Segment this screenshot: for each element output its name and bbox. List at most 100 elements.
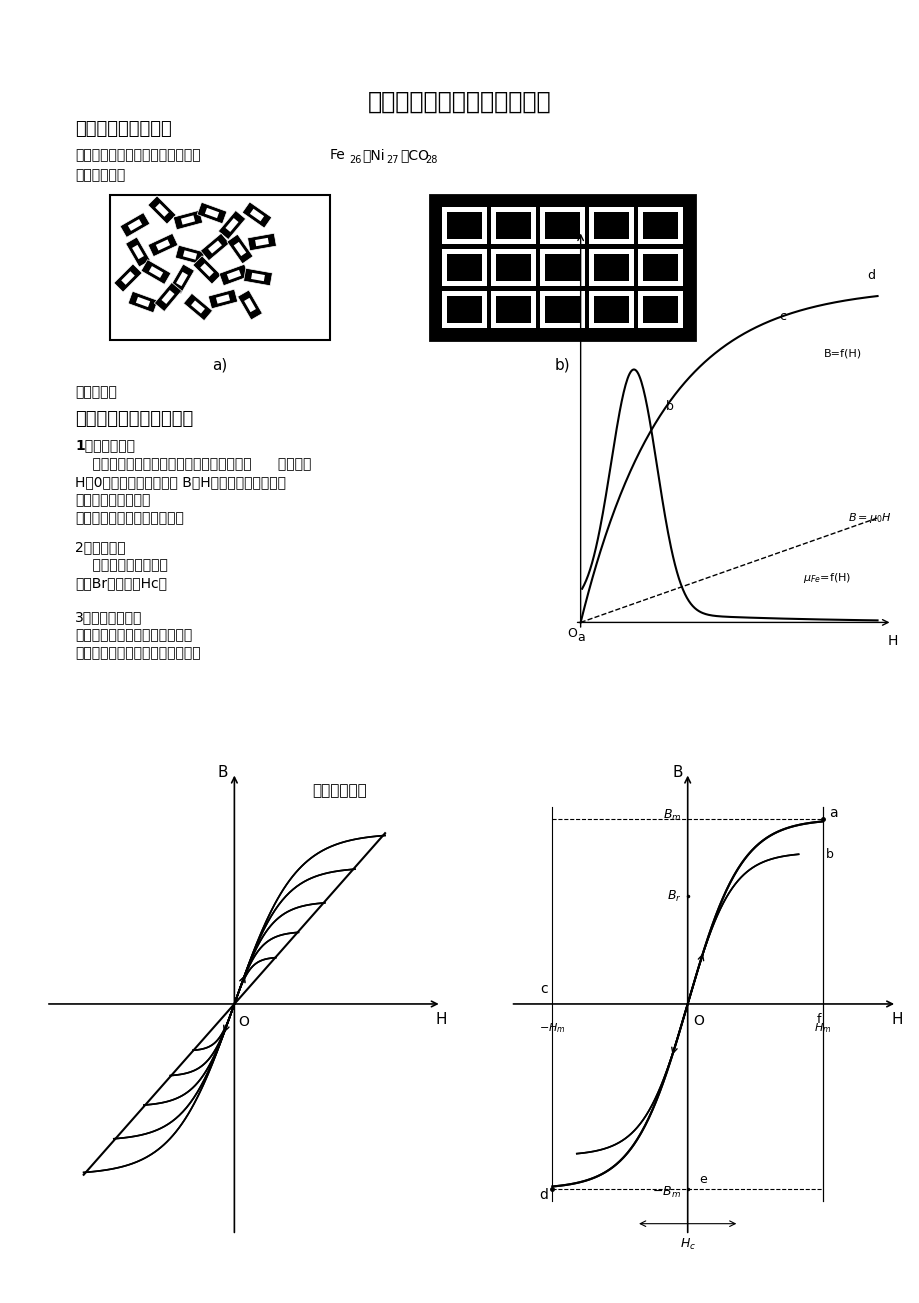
Bar [447,254,482,281]
Polygon shape [247,233,276,250]
Text: 26: 26 [348,155,361,165]
Text: O: O [566,627,576,640]
Polygon shape [136,297,150,308]
Text: 28: 28 [425,155,437,165]
Bar [588,207,633,244]
Polygon shape [191,301,205,314]
Polygon shape [148,233,177,257]
Text: $-H_m$: $-H_m$ [539,1022,565,1035]
Polygon shape [176,245,205,265]
Polygon shape [114,265,142,292]
Text: 27: 27 [386,155,398,165]
Polygon shape [183,250,197,259]
Bar [491,207,536,244]
Bar [447,296,482,323]
Text: a: a [829,807,837,820]
Polygon shape [216,294,230,304]
Bar [491,249,536,285]
Bar [642,212,677,238]
Text: $\mu_{Fe}$=f(H): $\mu_{Fe}$=f(H) [802,571,851,585]
Polygon shape [197,202,227,224]
Bar [544,254,579,281]
Polygon shape [233,242,246,257]
Polygon shape [169,265,194,294]
Text: b): b) [553,358,569,373]
Polygon shape [227,270,241,280]
Bar [429,195,694,340]
Polygon shape [181,215,195,224]
Text: $-B_m$: $-B_m$ [652,1186,680,1200]
Bar [441,207,486,244]
Text: 铁磁物质：铁、镍、钴及其合金，: 铁磁物质：铁、镍、钴及其合金， [75,149,200,162]
Text: 称为起始磁化曲线。: 称为起始磁化曲线。 [75,493,150,507]
Polygon shape [251,272,265,281]
Text: 3．基本磁化曲线: 3．基本磁化曲线 [75,610,142,624]
Text: a: a [576,631,584,644]
Text: $B_m$: $B_m$ [662,808,680,822]
Bar [588,249,633,285]
Text: ，CO: ，CO [400,149,428,162]
Text: H: H [886,635,897,648]
Polygon shape [148,195,176,224]
Text: $B_r$: $B_r$ [666,889,680,903]
Polygon shape [218,211,245,240]
Polygon shape [155,240,170,250]
Text: $H_m$: $H_m$ [813,1022,831,1035]
Text: b: b [825,848,834,861]
Bar [539,291,584,328]
Polygon shape [161,291,175,304]
Text: ，Ni: ，Ni [361,149,384,162]
Text: Fe: Fe [330,149,346,162]
Text: B: B [218,765,228,780]
Text: e: e [698,1173,706,1186]
Polygon shape [176,272,187,287]
Text: d: d [539,1188,547,1201]
Polygon shape [244,268,272,285]
Polygon shape [242,202,271,228]
Text: f: f [816,1012,821,1025]
Polygon shape [205,208,219,218]
Polygon shape [141,259,171,284]
Polygon shape [128,219,142,231]
Text: H: H [891,1012,902,1027]
Bar [544,296,579,323]
Bar [594,296,629,323]
Polygon shape [200,263,213,276]
Text: b: b [665,400,673,413]
Text: a): a) [212,358,227,373]
Bar [495,296,530,323]
Bar [642,254,677,281]
Bar [642,296,677,323]
Bar [495,254,530,281]
Polygon shape [155,203,168,216]
Polygon shape [250,208,264,222]
Text: d: d [867,268,875,281]
Text: O: O [238,1015,249,1029]
Polygon shape [237,291,262,321]
Bar [637,291,682,328]
Text: 2．磁滞回线: 2．磁滞回线 [75,539,126,554]
Text: B: B [672,765,683,780]
Polygon shape [244,298,255,313]
Polygon shape [208,289,237,309]
Polygon shape [149,266,163,278]
Bar [539,249,584,285]
Bar [594,254,629,281]
Text: 如图，逆时针旋转。: 如图，逆时针旋转。 [75,558,167,572]
Text: 将一块未磁化的铁磁材料放到磁场中磁化，      磁场强度: 将一块未磁化的铁磁材料放到磁场中磁化， 磁场强度 [75,457,311,470]
Polygon shape [132,245,143,259]
Text: 起始磁化曲线一般分为四段。: 起始磁化曲线一般分为四段。 [75,511,184,525]
Polygon shape [255,238,268,246]
Text: O: O [693,1014,704,1028]
Bar [594,212,629,238]
Polygon shape [219,265,249,285]
Bar [495,212,530,238]
Text: 一、铁磁物质的磁化: 一、铁磁物质的磁化 [75,120,172,138]
Bar [637,207,682,244]
Bar [441,291,486,328]
Text: H: H [436,1012,447,1027]
Text: $H_c$: $H_c$ [679,1237,695,1252]
Bar [110,195,330,340]
Text: c: c [539,981,547,995]
Bar [447,212,482,238]
